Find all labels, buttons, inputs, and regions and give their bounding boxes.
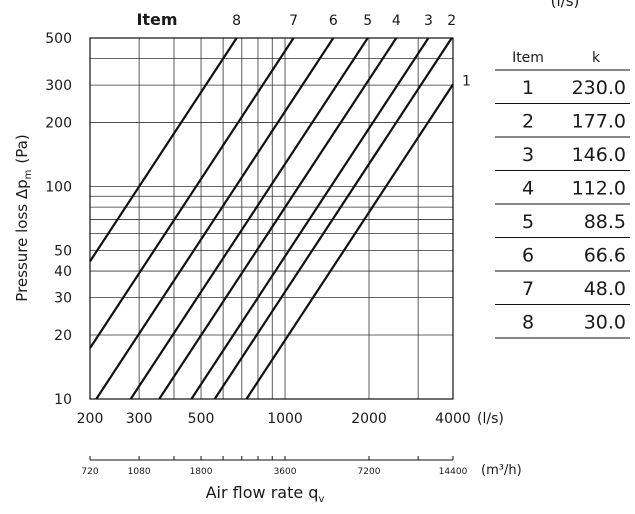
series-line-4 <box>158 37 398 400</box>
x-tick-label: 200 <box>77 411 104 427</box>
y-tick-label: 100 <box>45 180 72 196</box>
y-axis-title-sub: m <box>23 170 34 180</box>
chart-text: 10 20 30 40 50 100 200 300 500 200 300 500 1000 2000 4… <box>13 10 522 505</box>
series-label-6: 6 <box>329 13 338 29</box>
y-tick-label: 10 <box>54 392 72 408</box>
series-label-5: 5 <box>363 13 372 29</box>
y-axis-title-unit: (Pa) <box>13 134 31 163</box>
k-value-table: (l/s) Item k 1 230.0 2 177.0 3 146.0 4 112.0 5 88.5 6… <box>495 0 630 339</box>
x-unit-label: (l/s) <box>477 411 504 427</box>
x2-tick-label: 14400 <box>439 467 468 477</box>
x-tick-label: 1000 <box>267 411 303 427</box>
series-line-1 <box>245 83 454 400</box>
x2-unit-label: (m³/h) <box>481 463 522 478</box>
series-label-3: 3 <box>424 13 433 29</box>
table-cell-item: 1 <box>522 77 534 99</box>
y-axis-title-main: Pressure loss Δp <box>13 179 31 301</box>
table-cell-k: 48.0 <box>584 278 626 300</box>
x-tick-label: 500 <box>188 411 215 427</box>
x-axis-title: Air flow rate qv <box>206 483 325 505</box>
series-label-4: 4 <box>392 13 401 29</box>
x-tick-label: 2000 <box>351 411 387 427</box>
grid <box>90 38 453 399</box>
table-cell-item: 2 <box>522 110 534 132</box>
x-tick-label: 300 <box>126 411 153 427</box>
x-tick-label: 4000 <box>435 411 471 427</box>
y-tick-label: 500 <box>45 31 72 47</box>
table-cell-k: 230.0 <box>572 77 626 99</box>
table-cell-k: 112.0 <box>572 177 626 199</box>
x2-tick-label: 720 <box>81 467 98 477</box>
x2-tick-label: 3600 <box>274 467 297 477</box>
series-line-2 <box>213 37 453 400</box>
series-line-8 <box>89 37 238 262</box>
y-tick-label: 20 <box>54 328 72 344</box>
series-line-3 <box>190 37 430 400</box>
series-label-2: 2 <box>447 13 456 29</box>
y-axis-title: Pressure loss Δpm (Pa) <box>13 134 34 301</box>
series-label-7: 7 <box>289 13 298 29</box>
series-line-5 <box>129 37 369 400</box>
x2-tick-label: 7200 <box>358 467 381 477</box>
table-unit-header: (l/s) <box>551 0 580 10</box>
series-line-6 <box>95 37 335 400</box>
table-cell-item: 5 <box>522 211 534 233</box>
y-tick-label: 200 <box>45 116 72 132</box>
table-cell-item: 4 <box>522 177 534 199</box>
y-tick-label: 50 <box>54 243 72 259</box>
table-cell-k: 88.5 <box>584 211 626 233</box>
x-axis-title-main: Air flow rate q <box>206 483 319 502</box>
table-cell-k: 146.0 <box>572 144 626 166</box>
table-cell-item: 3 <box>522 144 534 166</box>
table-cell-item: 6 <box>522 244 534 266</box>
series-label-1: 1 <box>462 73 471 89</box>
item-header-label: Item <box>136 10 177 29</box>
y-tick-label: 30 <box>54 291 72 307</box>
table-cell-item: 7 <box>522 278 534 300</box>
table-cell-k: 30.0 <box>584 311 626 333</box>
table-cell-k: 66.6 <box>584 244 626 266</box>
table-cell-item: 8 <box>522 311 534 333</box>
x2-tick-label: 1800 <box>190 467 213 477</box>
x-axis-title-sub: v <box>318 494 324 505</box>
plot-frame <box>89 37 454 400</box>
series-label-8: 8 <box>232 13 241 29</box>
x2-tick-label: 1080 <box>128 467 151 477</box>
y-tick-label: 40 <box>54 264 72 280</box>
table-header-k: k <box>592 50 601 66</box>
y-tick-label: 300 <box>45 78 72 94</box>
series-line-7 <box>89 37 295 349</box>
axes <box>89 37 454 461</box>
table-header-item: Item <box>512 50 544 66</box>
series-lines <box>89 37 454 400</box>
table-cell-k: 177.0 <box>572 110 626 132</box>
